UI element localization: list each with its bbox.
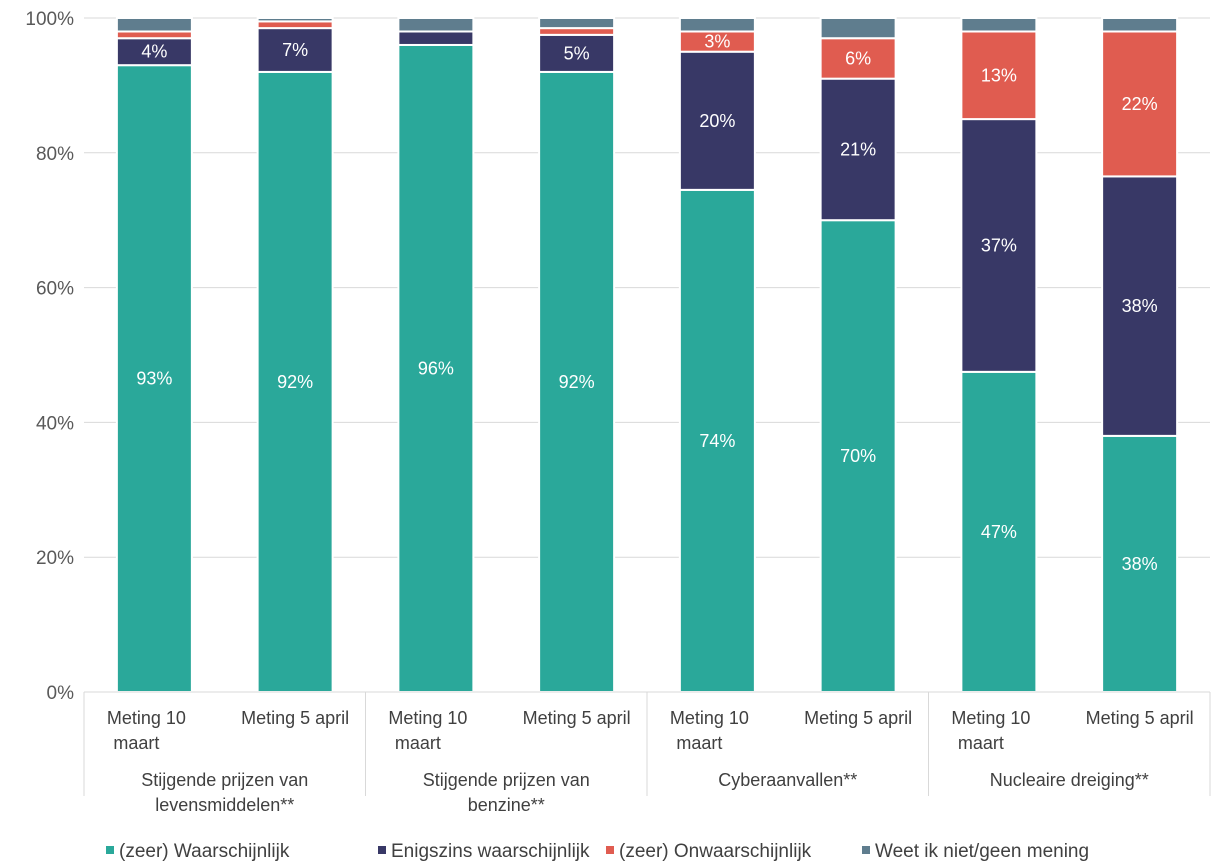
group-label: Nucleaire dreiging** xyxy=(990,770,1149,790)
legend-label: Enigszins waarschijnlijk xyxy=(391,841,590,862)
bar-segment xyxy=(1101,175,1179,437)
bar-segment xyxy=(678,17,756,33)
data-label: 93% xyxy=(136,369,172,389)
bar-segment xyxy=(819,219,897,693)
data-label: 47% xyxy=(981,522,1017,542)
legend-swatch xyxy=(862,846,870,854)
data-label: 22% xyxy=(1122,94,1158,114)
data-label: 3% xyxy=(704,32,730,52)
legend-swatch xyxy=(606,846,614,854)
data-label: 70% xyxy=(840,446,876,466)
y-axis-ticks: 0% 20% 40% 60% 80% 100% xyxy=(25,9,74,704)
category-label: Meting 5 april xyxy=(523,708,631,728)
x-axis-labels: Meting 10 maart Meting 5 april Meting 10 maa… xyxy=(107,708,1194,815)
bar-segment xyxy=(819,37,897,80)
data-label: 38% xyxy=(1122,296,1158,316)
data-label: 74% xyxy=(699,431,735,451)
y-tick-label: 40% xyxy=(36,413,74,434)
bar-segment xyxy=(397,30,475,46)
data-label: 6% xyxy=(845,48,871,68)
data-label: 5% xyxy=(564,43,590,63)
bar-segment xyxy=(819,77,897,222)
bars: 93% 4% 92% 7% 96% 92% 5% 74% 20% 3% 70% 21% 6% 47% 37%… xyxy=(115,17,1179,694)
bar-segment xyxy=(397,17,475,33)
legend-label: Weet ik niet/geen mening xyxy=(875,841,1089,862)
bar-segment xyxy=(115,37,193,67)
data-label: 92% xyxy=(277,372,313,392)
category-label: maart xyxy=(395,733,441,753)
bar-segment xyxy=(678,50,756,191)
y-tick-label: 100% xyxy=(25,9,74,30)
group-label: Stijgende prijzen van xyxy=(141,770,308,790)
gridlines xyxy=(84,17,1210,558)
bar-segment xyxy=(1101,30,1179,178)
bar-segment xyxy=(960,17,1038,33)
y-tick-label: 60% xyxy=(36,279,74,300)
data-label: 13% xyxy=(981,65,1017,85)
bar-segment xyxy=(1101,17,1179,33)
data-label: 21% xyxy=(840,139,876,159)
legend-swatch xyxy=(378,846,386,854)
data-label: 4% xyxy=(141,42,167,62)
bar-segment xyxy=(115,64,193,694)
y-tick-label: 0% xyxy=(47,683,75,704)
category-label: Meting 5 april xyxy=(1086,708,1194,728)
legend-swatch xyxy=(106,846,114,854)
category-label: Meting 5 april xyxy=(804,708,912,728)
bar-segment xyxy=(115,30,193,40)
group-label: Stijgende prijzen van xyxy=(423,770,590,790)
legend: (zeer) Waarschijnlijk Enigszins waarschij… xyxy=(106,841,1089,862)
group-label: benzine** xyxy=(468,795,545,815)
category-label: maart xyxy=(958,733,1004,753)
bar-segment xyxy=(256,20,334,30)
category-label: Meting 10 xyxy=(670,708,749,728)
data-label: 92% xyxy=(559,372,595,392)
bar-segment xyxy=(538,17,616,30)
data-label: 38% xyxy=(1122,554,1158,574)
category-label: maart xyxy=(676,733,722,753)
data-label: 96% xyxy=(418,358,454,378)
axes xyxy=(83,691,1211,796)
category-label: Meting 10 xyxy=(388,708,467,728)
y-tick-label: 20% xyxy=(36,548,74,569)
group-label: levensmiddelen** xyxy=(155,795,294,815)
category-label: maart xyxy=(113,733,159,753)
category-label: Meting 10 xyxy=(107,708,186,728)
legend-label: (zeer) Waarschijnlijk xyxy=(119,841,290,862)
data-label: 20% xyxy=(699,111,735,131)
group-label: Cyberaanvallen** xyxy=(718,770,857,790)
legend-label: (zeer) Onwaarschijnlijk xyxy=(619,841,812,862)
category-label: Meting 5 april xyxy=(241,708,349,728)
category-label: Meting 10 xyxy=(951,708,1030,728)
bar-segment xyxy=(538,27,616,36)
y-tick-label: 80% xyxy=(36,144,74,165)
bar-segment xyxy=(678,188,756,693)
bar-segment xyxy=(256,17,334,23)
bar-segment xyxy=(819,17,897,40)
data-label: 7% xyxy=(282,40,308,60)
data-label: 37% xyxy=(981,235,1017,255)
bar-segment xyxy=(115,17,193,33)
